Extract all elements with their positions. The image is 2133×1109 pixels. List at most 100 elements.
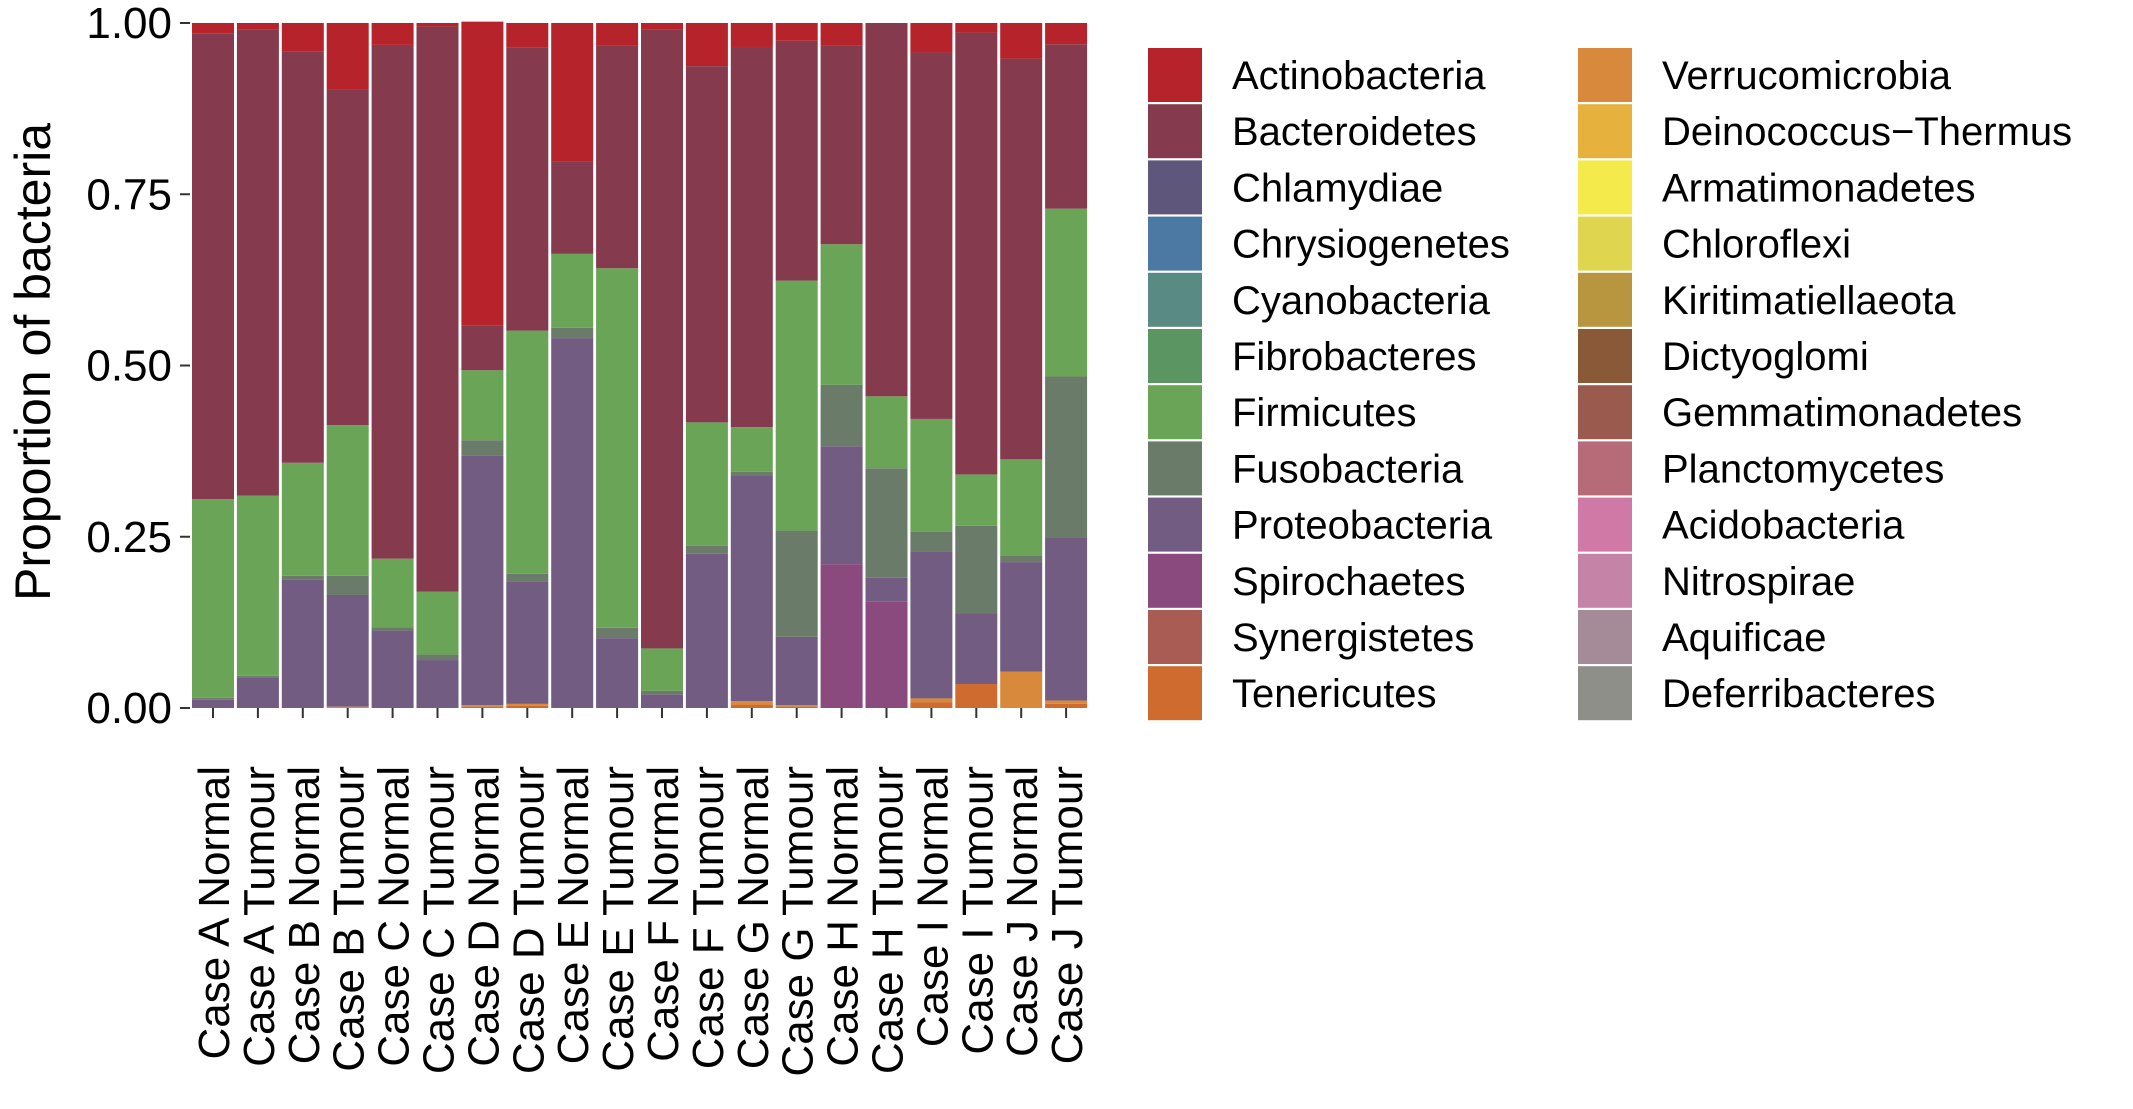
- bar-segment-fusobacteria: [596, 627, 639, 639]
- legend-swatch: [1148, 160, 1202, 215]
- bar-segment-actinobacteria: [775, 23, 818, 41]
- y-tick-label: 0.00: [86, 684, 172, 733]
- bar-segment-proteobacteria: [596, 638, 639, 708]
- bar-segment-fusobacteria: [281, 575, 324, 580]
- bar-segment-bacteroidetes: [730, 46, 773, 428]
- legend-item: Spirochaetes: [1148, 553, 1465, 608]
- legend-item: Synergistetes: [1148, 610, 1474, 664]
- legend-label: Synergistetes: [1232, 616, 1474, 660]
- legend-item: Bacteroidetes: [1148, 104, 1477, 159]
- bar-segment-tenericutes: [730, 704, 773, 708]
- bar-stack: [1000, 23, 1043, 708]
- bar-stack: [910, 23, 953, 708]
- y-tick-label: 1.00: [86, 0, 172, 48]
- x-tick-label: Case E Tumour: [594, 766, 643, 1072]
- x-tick-label: Case G Tumour: [774, 766, 823, 1077]
- bar-stack: [236, 23, 279, 708]
- legend-label: Actinobacteria: [1232, 54, 1486, 98]
- bar-segment-proteobacteria: [1045, 537, 1088, 701]
- legend-swatch: [1578, 216, 1632, 271]
- bar-segment-verrucomicrobia: [326, 706, 369, 708]
- legend-swatch: [1578, 610, 1632, 664]
- bar-segment-actinobacteria: [641, 23, 683, 30]
- x-tick-label: Case C Normal: [370, 766, 419, 1067]
- bar-stack: [865, 23, 908, 708]
- bar-segment-fusobacteria: [192, 697, 234, 700]
- bar-segment-actinobacteria: [326, 23, 369, 90]
- bar-segment-verrucomicrobia: [461, 705, 504, 707]
- bar-segment-firmicutes: [551, 253, 594, 328]
- legend-item: Cyanobacteria: [1148, 272, 1491, 327]
- bar-segment-tenericutes: [461, 706, 504, 708]
- bar-stack: [685, 23, 728, 708]
- x-tick-label: Case D Normal: [459, 766, 508, 1067]
- legend-item: Proteobacteria: [1148, 497, 1493, 552]
- legend-label: Chrysiogenetes: [1232, 223, 1510, 267]
- x-tick-label: Case F Tumour: [684, 766, 733, 1069]
- x-tick-label: Case A Tumour: [235, 766, 284, 1067]
- bar-segment-bacteroidetes: [192, 33, 234, 500]
- legend-item: Actinobacteria: [1148, 48, 1486, 102]
- bar-segment-tenericutes: [1045, 703, 1088, 708]
- legend-item: Deinococcus−Thermus: [1578, 104, 2072, 159]
- legend-swatch: [1578, 48, 1632, 102]
- bar-stack: [730, 23, 773, 708]
- bar-stack: [641, 23, 683, 708]
- bar-segment-fusobacteria: [775, 530, 818, 637]
- bar-segment-bacteroidetes: [1000, 58, 1043, 460]
- bar-segment-bacteroidetes: [551, 161, 594, 254]
- bar-segment-tenericutes: [506, 705, 549, 708]
- bar-segment-firmicutes: [775, 280, 818, 531]
- bar-segment-firmicutes: [955, 474, 998, 526]
- bar-segment-fusobacteria: [685, 545, 728, 554]
- bar-segment-firmicutes: [820, 244, 863, 385]
- legend-label: Verrucomicrobia: [1662, 54, 1952, 98]
- legend-label: Acidobacteria: [1662, 504, 1905, 548]
- legend-swatch: [1578, 497, 1632, 552]
- y-axis-title: Proportion of bacteria: [5, 123, 61, 601]
- bar-segment-actinobacteria: [596, 23, 639, 46]
- x-tick-label: Case G Normal: [729, 766, 778, 1069]
- bar-segment-fusobacteria: [1045, 376, 1088, 538]
- bar-segment-bacteroidetes: [641, 29, 683, 649]
- bar-segment-fusobacteria: [865, 468, 908, 578]
- bar-segment-spirochaetes: [865, 601, 908, 708]
- legend-item: Chloroflexi: [1578, 216, 1851, 271]
- x-tick-label: Case J Normal: [998, 766, 1047, 1057]
- x-tick-label: Case A Normal: [190, 766, 239, 1059]
- legend-label: Fusobacteria: [1232, 447, 1464, 491]
- bar-segment-firmicutes: [730, 427, 773, 472]
- legend-swatch: [1578, 666, 1632, 721]
- legend-item: Verrucomicrobia: [1578, 48, 1952, 102]
- bar-segment-proteobacteria: [955, 613, 998, 685]
- bar-segment-fusobacteria: [416, 654, 459, 661]
- bar-segment-verrucomicrobia: [910, 698, 953, 703]
- bar-segment-bacteroidetes: [461, 325, 504, 371]
- legend-swatch: [1148, 497, 1202, 552]
- legend-item: Fibrobacteres: [1148, 329, 1477, 383]
- x-tick-label: Case H Tumour: [864, 766, 913, 1074]
- bar-stack: [1045, 23, 1088, 708]
- bar-segment-firmicutes: [685, 422, 728, 546]
- legend-item: Chlamydiae: [1148, 160, 1443, 215]
- bar-segment-verrucomicrobia: [775, 705, 818, 707]
- legend-label: Nitrospirae: [1662, 560, 1855, 604]
- legend-label: Aquificae: [1662, 616, 1827, 660]
- bar-segment-bacteroidetes: [416, 26, 459, 592]
- bar-segment-fusobacteria: [641, 690, 683, 695]
- legend-item: Deferribacteres: [1578, 666, 1935, 721]
- legend-swatch: [1578, 329, 1632, 383]
- legend-item: Nitrospirae: [1578, 553, 1855, 608]
- legend-item: Fusobacteria: [1148, 441, 1464, 496]
- bar-stack: [281, 23, 324, 708]
- bar-segment-proteobacteria: [236, 677, 279, 708]
- legend-item: Aquificae: [1578, 610, 1827, 664]
- bar-segment-bacteroidetes: [820, 45, 863, 245]
- bar-segment-tenericutes: [910, 702, 953, 708]
- bar-segment-proteobacteria: [1000, 562, 1043, 672]
- y-tick-label: 0.75: [86, 170, 172, 219]
- bar-segment-bacteroidetes: [326, 89, 369, 426]
- y-tick-label: 0.50: [86, 342, 172, 391]
- x-tick-label: Case J Tumour: [1043, 766, 1092, 1064]
